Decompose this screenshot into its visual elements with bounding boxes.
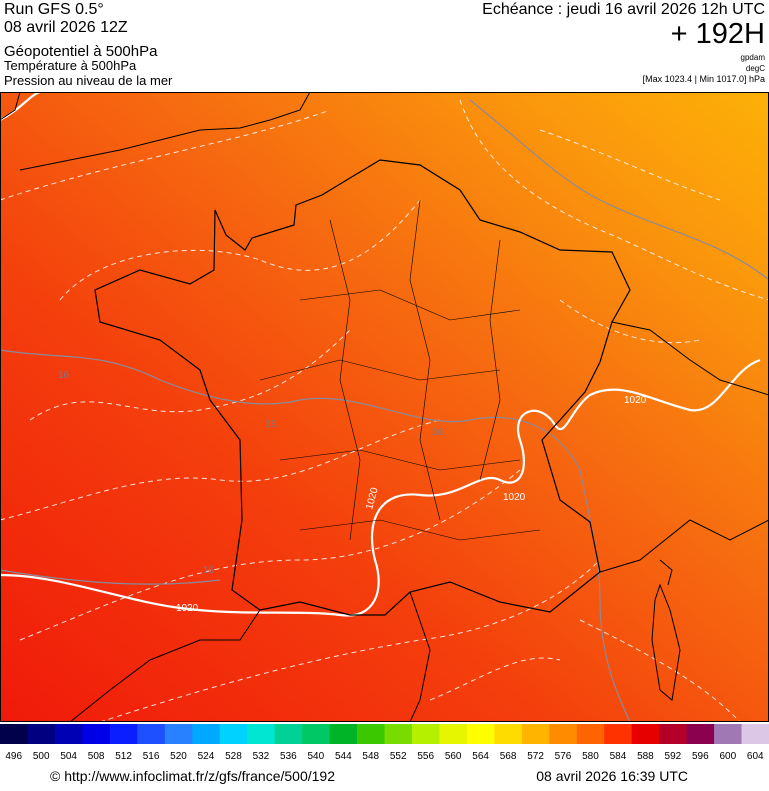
colorbar-label: 496	[5, 751, 22, 762]
isotherm-label: 16	[265, 419, 277, 430]
colorbar-label: 520	[170, 751, 187, 762]
colorbar-label: 604	[747, 751, 764, 762]
colorbar-label: 532	[253, 751, 270, 762]
colorbar-label: 592	[665, 751, 682, 762]
coastlines	[0, 92, 769, 722]
field	[0, 92, 769, 722]
colorbar-label: 556	[417, 751, 434, 762]
colorbar-label: 548	[362, 751, 379, 762]
colorbar-cell	[27, 724, 56, 744]
colorbar-cell	[219, 724, 248, 744]
colorbar-cell	[494, 724, 523, 744]
run-date: 08 avril 2026 12Z	[4, 19, 128, 36]
isotherm-label: 16	[58, 370, 70, 381]
colorbar-cell	[137, 724, 166, 744]
colorbar-label: 564	[472, 751, 489, 762]
footer-url[interactable]: © http://www.infoclimat.fr/z/gfs/france/…	[50, 768, 335, 784]
colorbar-cell	[302, 724, 331, 744]
colorbar-label: 540	[307, 751, 324, 762]
colorbar-label: 512	[115, 751, 132, 762]
colorbar-cell	[164, 724, 193, 744]
colorbar-cell	[686, 724, 715, 744]
pressure-range: [Max 1023.4 | Min 1017.0] hPa	[643, 74, 765, 84]
colorbar: 496 500 504 508 512 516 520 524 528 532 536 540 544 5…	[0, 724, 769, 762]
colorbar-cell	[714, 724, 743, 744]
echeance: Echéance : jeudi 16 avril 2026 12h UTC	[482, 1, 765, 18]
colorbar-cell	[247, 724, 276, 744]
colorbar-label: 524	[198, 751, 215, 762]
colorbar-label: 568	[500, 751, 517, 762]
unit: gpdam	[741, 53, 766, 62]
unit: degC	[746, 64, 765, 73]
isotherm	[0, 569, 221, 585]
colorbar-cell	[741, 724, 769, 744]
isobar-label: 1020	[503, 492, 526, 503]
colorbar-cell	[274, 724, 303, 744]
colorbar-cell	[0, 724, 28, 744]
colorbar-cell	[576, 724, 605, 744]
isotherm	[0, 349, 631, 722]
colorbar-cell	[384, 724, 413, 744]
isotherm-label: 16	[203, 565, 215, 576]
lead-time: + 192H	[671, 18, 765, 50]
subtitle: Température à 500hPa	[4, 58, 137, 73]
colorbar-label: 536	[280, 751, 297, 762]
colorbar-cell	[439, 724, 468, 744]
colorbar-label: 572	[527, 751, 544, 762]
isotherm-label: 16	[432, 427, 444, 438]
colorbar-cell	[604, 724, 633, 744]
colorbar-label: 528	[225, 751, 242, 762]
colorbar-label: 588	[637, 751, 654, 762]
subtitle: Pression au niveau de la mer	[4, 73, 173, 88]
colorbar-label: 580	[582, 751, 599, 762]
map: 1020 1020 1020 1020 16 16 16 16	[0, 92, 769, 722]
colorbar-cell	[659, 724, 688, 744]
colorbar-cell	[329, 724, 358, 744]
run: Run GFS 0.5°	[4, 1, 104, 18]
colorbar-cell	[466, 724, 495, 744]
colorbar-cell	[109, 724, 138, 744]
colorbar-cell	[357, 724, 385, 744]
colorbar-label: 596	[692, 751, 709, 762]
temperature-contours	[0, 99, 769, 722]
colorbar-cell	[411, 724, 440, 744]
colorbar-label: 516	[143, 751, 160, 762]
isobar-label: 1020	[176, 603, 199, 614]
colorbar-label: 504	[60, 751, 77, 762]
colorbar-cell	[82, 724, 111, 744]
colorbar-label: 584	[610, 751, 627, 762]
title: Géopotentiel à 500hPa	[4, 43, 158, 60]
colorbar-cell	[631, 724, 660, 744]
footer-time: 08 avril 2026 16:39 UTC	[536, 768, 688, 784]
colorbar-cell	[192, 724, 221, 744]
colorbar-cell	[54, 724, 83, 744]
colorbar-label: 544	[335, 751, 352, 762]
colorbar-label: 552	[390, 751, 407, 762]
colorbar-cell	[521, 724, 550, 744]
colorbar-label: 500	[33, 751, 50, 762]
colorbar-cell	[549, 724, 578, 744]
colorbar-label: 576	[555, 751, 572, 762]
colorbar-label: 508	[88, 751, 105, 762]
isotherm	[469, 99, 769, 281]
colorbar-label: 560	[445, 751, 462, 762]
isobar-label: 1020	[624, 395, 647, 406]
colorbar-label: 600	[719, 751, 736, 762]
